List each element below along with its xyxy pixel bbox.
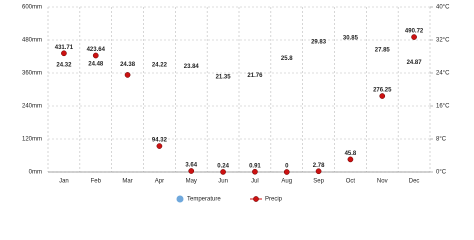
- x-tick-label: Jul: [251, 179, 259, 185]
- data-label: 24.38: [120, 62, 136, 68]
- x-tick-label: Aug: [281, 179, 292, 185]
- precip-point: [347, 156, 354, 163]
- temperature-point: [221, 82, 225, 86]
- temperature-point: [157, 70, 161, 74]
- precip-point: [188, 168, 195, 174]
- precip-point: [124, 72, 131, 78]
- precip-point: [156, 143, 163, 149]
- legend-marker: [176, 195, 184, 203]
- data-label: 276.25: [373, 88, 392, 94]
- x-tick-label: Feb: [91, 179, 102, 185]
- data-label: 0.91: [249, 163, 261, 169]
- x-tick-label: Mar: [122, 179, 132, 185]
- temperature-point: [412, 67, 416, 71]
- y2-tick-label: 32°C: [436, 38, 450, 44]
- data-label: 21.35: [216, 75, 232, 81]
- x-tick-label: Jun: [218, 179, 228, 185]
- data-label: 23.84: [184, 64, 200, 70]
- precip-point: [252, 168, 258, 175]
- data-label: 24.22: [152, 63, 168, 69]
- precip-point: [379, 93, 386, 99]
- precip-point: [411, 34, 417, 40]
- precip-point: [315, 168, 322, 175]
- data-label: 431.71: [55, 45, 74, 51]
- legend-label: Temperature: [187, 197, 221, 203]
- y-tick-label: 600mm: [22, 5, 42, 11]
- data-label: 94.32: [152, 138, 168, 144]
- data-label: 24.32: [56, 62, 72, 68]
- temperature-point: [189, 72, 193, 76]
- data-label: 24.48: [88, 62, 104, 68]
- y2-tick-label: 24°C: [436, 71, 450, 77]
- y2-tick-label: 0°C: [436, 170, 447, 176]
- x-tick-label: Apr: [155, 179, 164, 185]
- x-tick-label: Sep: [313, 179, 324, 185]
- x-tick-label: Jan: [59, 179, 69, 185]
- precip-point: [61, 50, 67, 57]
- temperature-point: [317, 47, 321, 51]
- data-label: 27.85: [375, 48, 391, 54]
- x-tick-label: May: [186, 179, 197, 185]
- chart: 0mm 120mm 240mm 360mm 480mm 600mm 0°C 8°C 16°C 24…: [22, 5, 450, 203]
- data-label: 45.8: [345, 151, 357, 157]
- y-tick-label: 240mm: [22, 104, 42, 110]
- data-label: 21.76: [247, 73, 263, 79]
- x-tick-label: Nov: [377, 179, 388, 185]
- y-tick-label: 360mm: [22, 71, 42, 77]
- y2-tick-label: 16°C: [436, 104, 450, 110]
- data-label: 29.83: [311, 40, 327, 46]
- temperature-point: [380, 55, 384, 59]
- x-tick-label: Oct: [346, 179, 356, 185]
- y2-tick-label: 8°C: [436, 137, 447, 143]
- data-label: 490.72: [405, 29, 424, 35]
- temperature-point: [285, 64, 289, 68]
- y-tick-label: 120mm: [22, 137, 42, 143]
- data-label: 25.8: [281, 56, 293, 62]
- data-label: 0: [285, 164, 289, 170]
- y2-tick-label: 40°C: [436, 5, 450, 11]
- temperature-point: [348, 43, 352, 47]
- y-tick-label: 480mm: [22, 38, 42, 44]
- data-label: 2.78: [313, 163, 325, 169]
- precip-point: [92, 52, 99, 59]
- temperature-point: [62, 70, 66, 74]
- temperature-point: [94, 69, 98, 73]
- data-label: 30.85: [343, 35, 359, 41]
- x-tick-label: Dec: [409, 179, 420, 185]
- y-tick-label: 0mm: [29, 170, 42, 176]
- legend-marker: [253, 196, 259, 202]
- precip-point: [283, 169, 290, 175]
- data-label: 423.64: [87, 47, 106, 53]
- legend-label: Precip: [265, 197, 283, 203]
- data-label: 0.24: [217, 164, 229, 170]
- data-label: 3.64: [185, 163, 197, 169]
- precip-point: [220, 169, 226, 175]
- data-label: 24.87: [407, 60, 423, 66]
- temperature-point: [253, 80, 257, 84]
